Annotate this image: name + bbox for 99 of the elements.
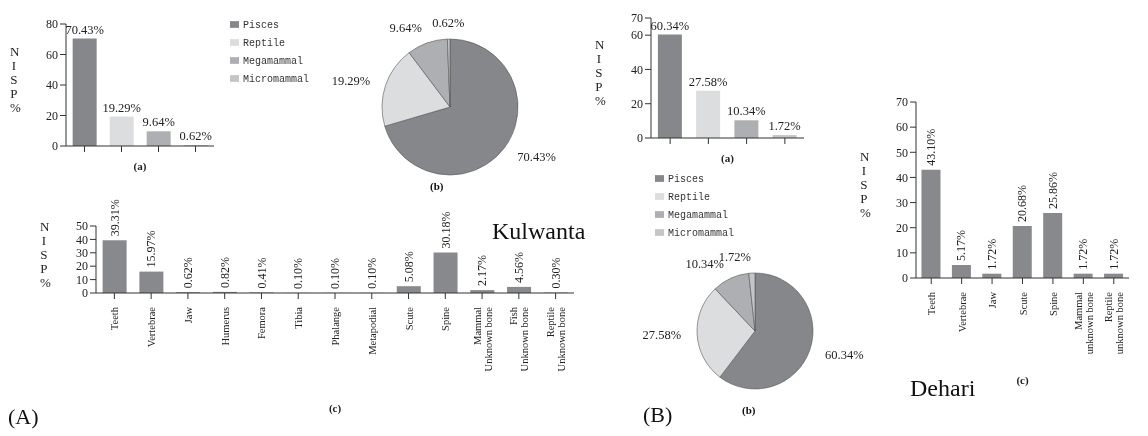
x-axis-title: (a) <box>132 160 148 172</box>
y-tick-label: 20 <box>896 220 908 235</box>
x-tick-label: Spine <box>440 306 452 331</box>
data-label: 19.29% <box>102 100 141 115</box>
data-label: 5.17% <box>954 230 969 261</box>
data-label: 0.41% <box>254 257 269 289</box>
y-tick-label: 40 <box>46 78 58 93</box>
y-tick-label: 50 <box>896 145 908 160</box>
x-tick-label: Jaw <box>987 291 999 309</box>
y-tick-label: 40 <box>76 232 88 247</box>
x-tick-label: Reptile Unknown bone <box>545 306 568 372</box>
x-tick-label: Scute <box>1017 291 1029 316</box>
data-label: 10.34% <box>727 104 766 119</box>
data-label: 0.62% <box>432 16 465 31</box>
x-tick-label: Scute <box>403 306 415 331</box>
legend-label: Pisces <box>243 20 280 31</box>
text: (b) <box>742 404 756 416</box>
y-tick-label: 70 <box>631 11 643 26</box>
legend-label: Micromammal <box>243 74 310 85</box>
x-tick-label: Vertebrae <box>146 306 158 348</box>
data-label: 0.10% <box>291 257 306 289</box>
text: Dehari <box>910 375 976 402</box>
data-label: 70.43% <box>517 150 556 165</box>
x-axis-title: (c) <box>327 402 343 414</box>
y-tick-label: 40 <box>896 170 908 185</box>
data-label: 1.72% <box>768 119 801 134</box>
x-axis-title: (c) <box>1016 374 1029 386</box>
y-tick-label: 50 <box>76 219 88 234</box>
data-label: 27.58% <box>688 74 728 89</box>
x-tick-label: Tibia <box>293 306 305 329</box>
x-axis-title: (a) <box>720 152 735 164</box>
y-tick-label: 70 <box>896 95 908 110</box>
legend-label: Megamammal <box>668 210 729 221</box>
x-tick-label: Phalange <box>330 306 341 346</box>
y-axis-title: NISP % <box>10 44 21 115</box>
y-tick-label: 60 <box>631 28 643 43</box>
data-label: 39.31% <box>107 199 122 237</box>
x-tick-label: Mammal Unknown bone <box>471 306 494 372</box>
y-tick-label: 60 <box>46 47 58 62</box>
data-label: 0.30% <box>548 257 563 289</box>
y-axis-title: NISP % <box>860 149 871 220</box>
annotation: Kulwanta <box>492 218 586 245</box>
text: (b) <box>430 180 444 192</box>
data-label: 60.34% <box>650 18 690 33</box>
y-axis-title: NISP % <box>595 37 606 108</box>
y-tick-label: 0 <box>52 139 58 154</box>
y-tick-label: 20 <box>46 108 58 123</box>
data-label: 1.72% <box>1106 238 1121 270</box>
data-label: 2.17% <box>475 255 490 287</box>
data-label: 19.29% <box>331 73 371 88</box>
x-tick-label: Mammal unknown bone <box>1072 291 1095 355</box>
data-label: 9.64% <box>142 115 175 130</box>
legend-label: Pisces <box>668 174 705 185</box>
x-tick-label: Teeth <box>926 291 938 316</box>
data-label: 15.97% <box>144 230 159 268</box>
data-label: 5.08% <box>401 251 416 283</box>
y-tick-label: 30 <box>76 246 88 261</box>
x-tick-label: Metapodial <box>366 306 378 355</box>
text: (A) <box>8 404 39 430</box>
data-label: 1.72% <box>1076 238 1091 270</box>
y-tick-label: 20 <box>76 259 88 274</box>
y-tick-label: 40 <box>631 62 643 77</box>
x-tick-label: Vertebrae <box>956 291 968 333</box>
y-tick-label: 60 <box>896 120 908 135</box>
y-tick-label: 80 <box>46 17 58 32</box>
data-label: 0.10% <box>365 257 379 289</box>
x-tick-label: Fish Unknown bone <box>508 306 531 372</box>
data-label: 4.56% <box>512 251 527 283</box>
data-label: 60.34% <box>825 347 864 362</box>
data-label: 30.18% <box>438 211 453 249</box>
y-tick-label: 10 <box>896 246 908 261</box>
legend-label: Micromammal <box>668 228 735 239</box>
data-label: 9.64% <box>389 20 422 35</box>
x-tick-label: Humerus <box>219 307 231 346</box>
y-tick-label: 20 <box>631 96 643 111</box>
x-tick-label: Jaw <box>182 306 194 324</box>
x-tick-label: Femora <box>256 306 268 340</box>
legend-label: Reptile <box>243 38 286 49</box>
text: (B) <box>643 402 673 428</box>
data-label: 70.43% <box>65 22 104 37</box>
y-tick-label: 0 <box>902 271 908 286</box>
data-label: 0.10% <box>328 257 343 289</box>
data-label: 43.10% <box>923 128 938 166</box>
data-label: 0.82% <box>217 256 232 288</box>
y-tick-label: 10 <box>76 272 88 287</box>
data-label: 1.72% <box>984 238 999 270</box>
data-label: 27.58% <box>642 327 682 342</box>
x-tick-label: Spine <box>1047 291 1059 316</box>
x-tick-label: Teeth <box>109 306 121 331</box>
data-label: 25.86% <box>1045 171 1060 209</box>
legend-label: Reptile <box>668 192 711 203</box>
y-tick-label: 30 <box>896 195 908 210</box>
data-label: 0.62% <box>179 129 212 144</box>
data-label: 20.68% <box>1015 185 1030 222</box>
y-tick-label: 0 <box>637 131 643 146</box>
y-tick-label: 0 <box>82 286 88 301</box>
y-axis-title: NISP % <box>40 218 51 290</box>
data-label: 0.62% <box>181 257 196 289</box>
legend-label: Megamammal <box>243 56 304 67</box>
